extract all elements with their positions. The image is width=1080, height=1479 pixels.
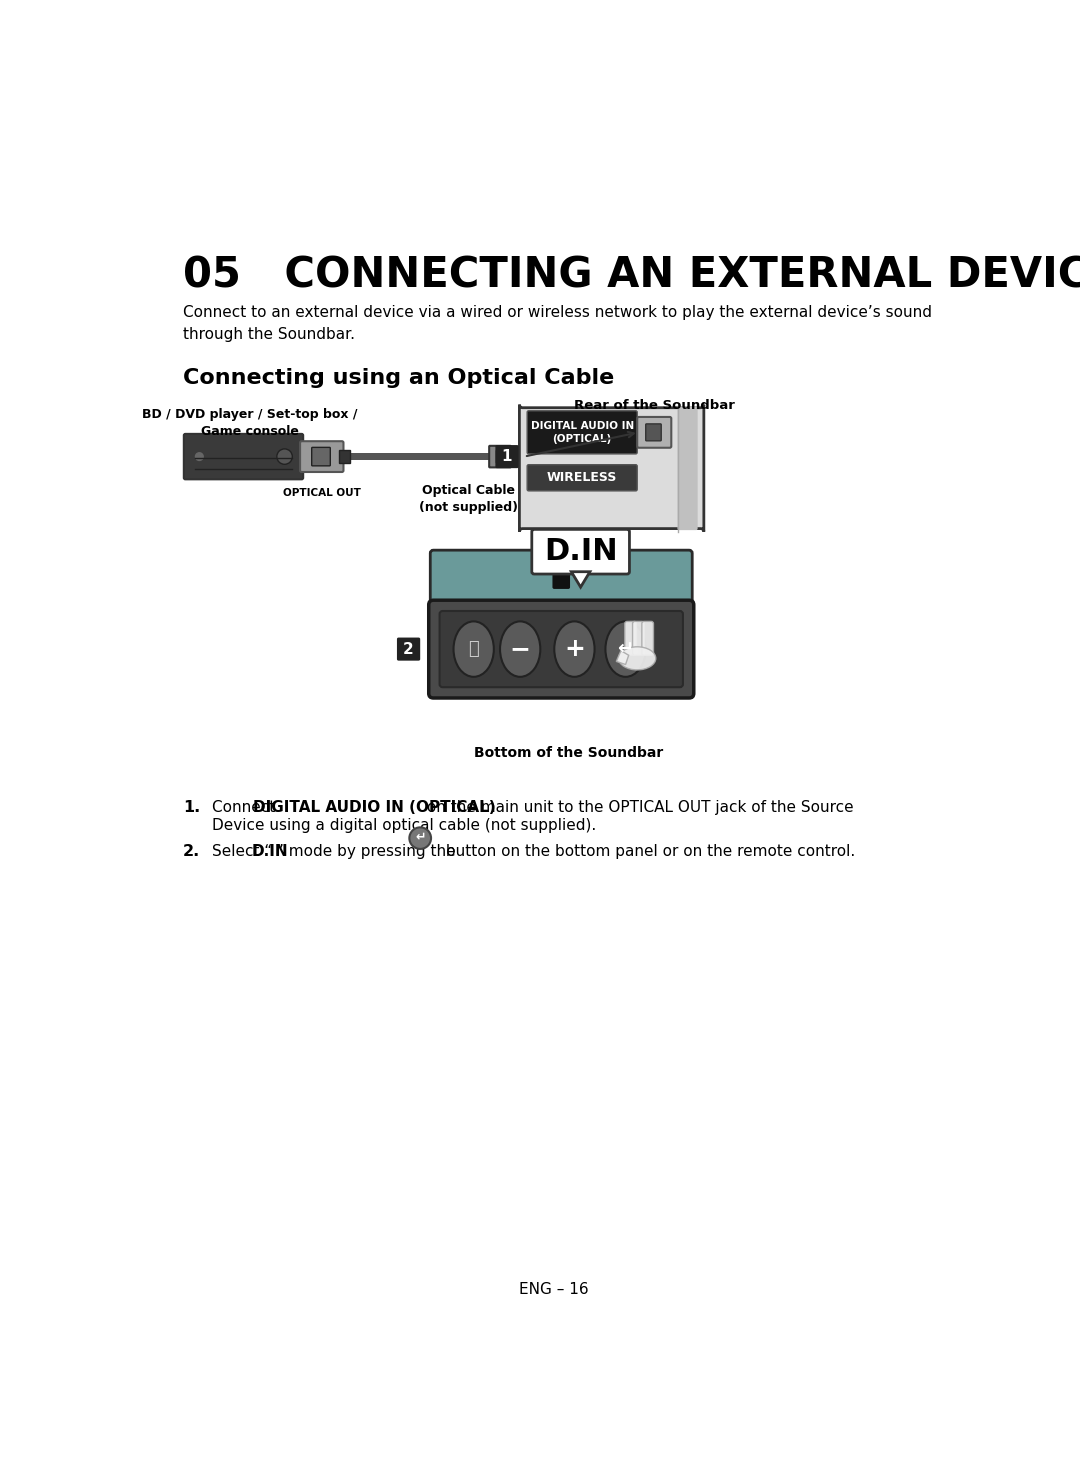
Text: DIGITAL AUDIO IN
(OPTICAL): DIGITAL AUDIO IN (OPTICAL) (530, 422, 634, 444)
Text: Connecting using an Optical Cable: Connecting using an Optical Cable (183, 368, 615, 389)
Ellipse shape (554, 621, 595, 677)
Text: on the main unit to the OPTICAL OUT jack of the Source: on the main unit to the OPTICAL OUT jack… (422, 800, 853, 815)
Ellipse shape (454, 621, 494, 677)
Circle shape (195, 453, 203, 460)
FancyBboxPatch shape (519, 405, 704, 531)
FancyBboxPatch shape (633, 621, 644, 655)
FancyBboxPatch shape (312, 447, 330, 466)
Text: ENG – 16: ENG – 16 (518, 1282, 589, 1297)
FancyBboxPatch shape (300, 441, 343, 472)
Text: Optical Cable
(not supplied): Optical Cable (not supplied) (419, 484, 517, 513)
Polygon shape (571, 572, 590, 587)
FancyBboxPatch shape (489, 445, 511, 467)
FancyBboxPatch shape (397, 637, 420, 661)
Ellipse shape (500, 621, 540, 677)
FancyBboxPatch shape (496, 445, 518, 469)
Text: 2.: 2. (183, 845, 200, 859)
Text: ↵: ↵ (618, 639, 634, 658)
FancyBboxPatch shape (625, 621, 636, 655)
FancyBboxPatch shape (527, 464, 637, 491)
Text: ↵: ↵ (415, 831, 426, 845)
FancyBboxPatch shape (642, 621, 653, 655)
Text: Connect: Connect (213, 800, 281, 815)
Text: ⏻: ⏻ (469, 640, 480, 658)
FancyBboxPatch shape (496, 451, 507, 463)
Ellipse shape (619, 646, 656, 670)
FancyBboxPatch shape (184, 433, 303, 479)
FancyBboxPatch shape (440, 611, 683, 688)
Text: D.IN: D.IN (252, 845, 288, 859)
FancyBboxPatch shape (429, 600, 693, 698)
FancyBboxPatch shape (554, 572, 569, 587)
Text: +: + (564, 637, 585, 661)
FancyBboxPatch shape (677, 407, 698, 529)
FancyBboxPatch shape (430, 550, 692, 603)
Text: 05   CONNECTING AN EXTERNAL DEVICE: 05 CONNECTING AN EXTERNAL DEVICE (183, 254, 1080, 296)
Text: ” mode by pressing the: ” mode by pressing the (276, 845, 460, 859)
Polygon shape (617, 651, 629, 664)
Text: OPTICAL OUT: OPTICAL OUT (283, 488, 361, 498)
FancyBboxPatch shape (339, 451, 350, 463)
Text: DIGITAL AUDIO IN (OPTICAL): DIGITAL AUDIO IN (OPTICAL) (253, 800, 496, 815)
FancyBboxPatch shape (342, 453, 501, 460)
Text: 2: 2 (403, 642, 414, 657)
Circle shape (276, 450, 293, 464)
Text: D.IN: D.IN (544, 537, 618, 566)
Text: 1: 1 (502, 450, 512, 464)
Text: Device using a digital optical cable (not supplied).: Device using a digital optical cable (no… (213, 818, 597, 833)
Text: button on the bottom panel or on the remote control.: button on the bottom panel or on the rem… (441, 845, 855, 859)
Text: Bottom of the Soundbar: Bottom of the Soundbar (474, 745, 663, 760)
FancyBboxPatch shape (531, 529, 630, 574)
FancyBboxPatch shape (527, 411, 637, 454)
Text: Connect to an external device via a wired or wireless network to play the extern: Connect to an external device via a wire… (183, 305, 932, 342)
Text: −: − (510, 637, 530, 661)
Text: WIRELESS: WIRELESS (546, 472, 618, 484)
FancyBboxPatch shape (637, 417, 672, 448)
Text: 1.: 1. (183, 800, 200, 815)
Text: BD / DVD player / Set-top box /
Game console: BD / DVD player / Set-top box / Game con… (141, 408, 357, 438)
Text: Rear of the Soundbar: Rear of the Soundbar (573, 399, 734, 413)
Ellipse shape (606, 621, 646, 677)
FancyBboxPatch shape (646, 424, 661, 441)
Text: Select “: Select “ (213, 845, 273, 859)
Circle shape (409, 827, 431, 849)
